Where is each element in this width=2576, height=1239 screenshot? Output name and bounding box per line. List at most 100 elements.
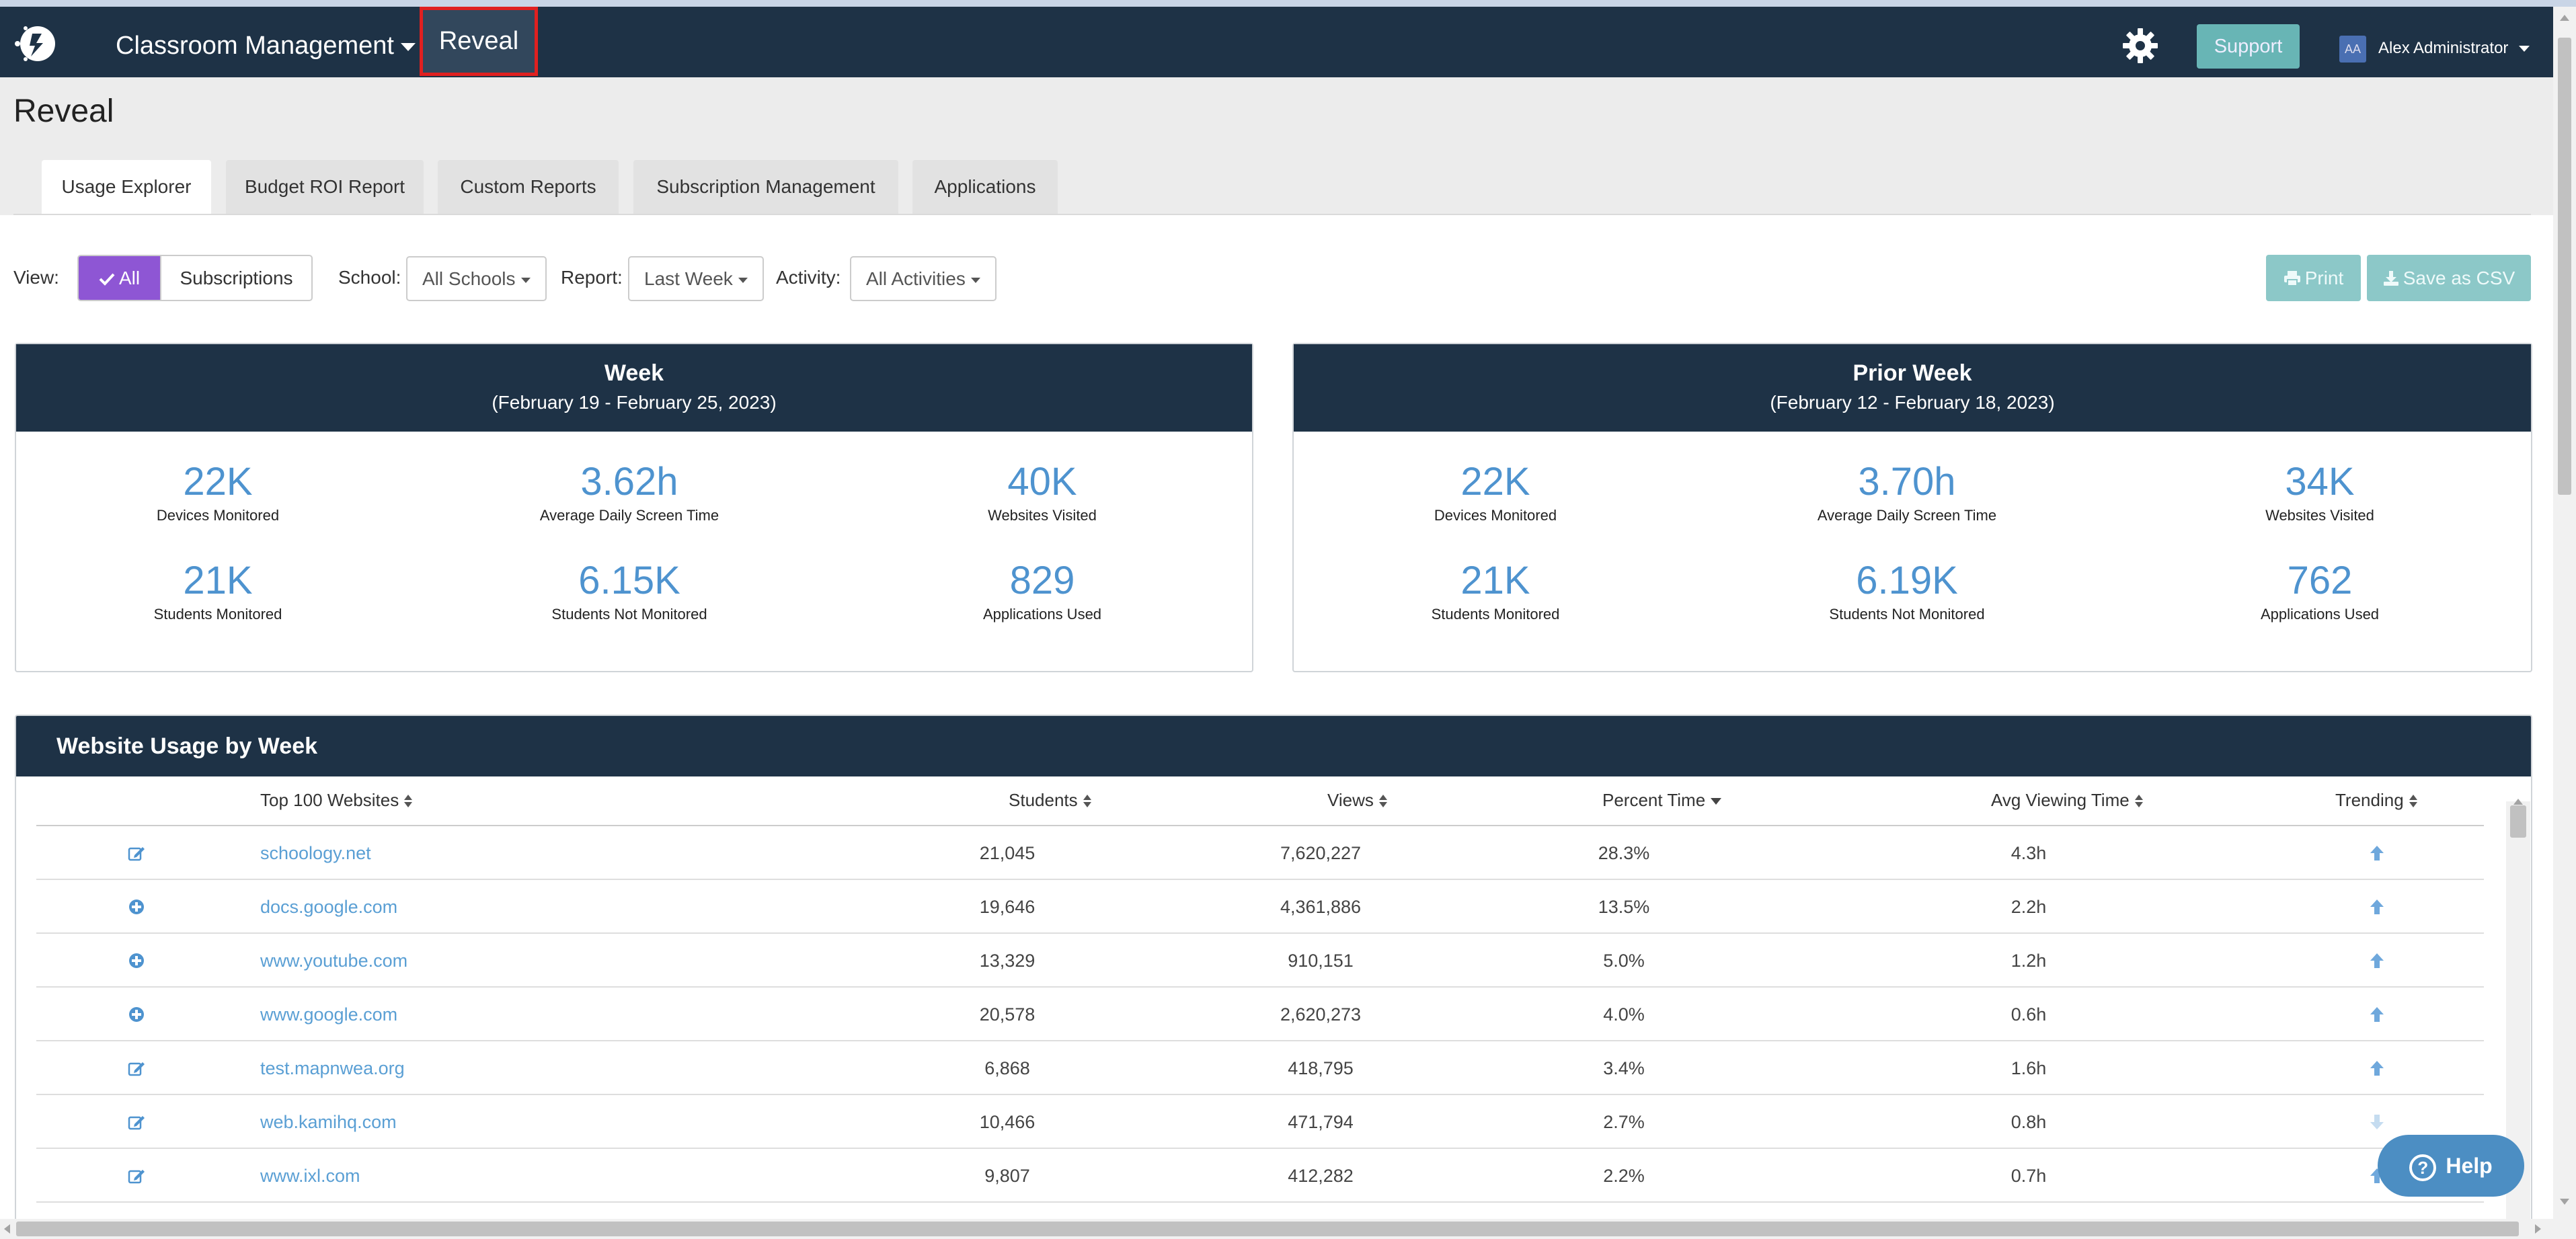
table-row: www.ixl.com 9,807 412,282 2.2% 0.7h [36, 1149, 2484, 1203]
print-label: Print [2304, 268, 2344, 288]
stat-label: Websites Visited [988, 507, 1097, 524]
stat-label: Applications Used [2260, 606, 2380, 623]
cell-avg: 0.6h [2011, 1004, 2047, 1025]
table-row: www.youtube.com 13,329 910,151 5.0% 1.2h [36, 934, 2484, 988]
website-usage-panel: Website Usage by Week [15, 715, 2532, 1226]
stat-students-not-monitored: 6.19K Students Not Monitored [1705, 557, 2109, 625]
column-header-percent-time[interactable]: Percent Time [1602, 787, 1722, 813]
plus-circle-icon[interactable] [127, 951, 146, 970]
week-panel-header: Week (February 19 - February 25, 2023) [16, 344, 1252, 432]
user-menu[interactable]: Alex Administrator [2378, 36, 2530, 61]
school-label: School: [338, 267, 401, 288]
gear-icon[interactable] [2121, 27, 2159, 65]
scrollbar-thumb[interactable] [16, 1222, 2519, 1236]
column-header-avg-viewing-time[interactable]: Avg Viewing Time [1991, 787, 2143, 813]
website-link[interactable]: www.google.com [260, 1004, 398, 1025]
scroll-down-icon[interactable] [2560, 1199, 2569, 1205]
stat-value: 3.70h [1858, 460, 1956, 504]
cell-percent: 28.3% [1598, 843, 1650, 863]
tab-custom-reports[interactable]: Custom Reports [438, 160, 619, 214]
stat-label: Students Monitored [153, 606, 282, 623]
website-link[interactable]: test.mapnwea.org [260, 1058, 405, 1078]
stat-label: Applications Used [982, 606, 1102, 623]
column-header-label: Trending [2335, 790, 2404, 810]
cell-views: 910,151 [1288, 951, 1354, 971]
stat-avg-screen-time: 3.62h Average Daily Screen Time [428, 458, 831, 526]
website-link[interactable]: schoology.net [260, 843, 371, 863]
column-header-trending[interactable]: Trending [2335, 787, 2417, 813]
tab-applications[interactable]: Applications [912, 160, 1058, 214]
cell-students: 6,868 [984, 1058, 1030, 1078]
column-header-views[interactable]: Views [1327, 787, 1387, 813]
plus-circle-icon[interactable] [127, 897, 146, 916]
edit-icon[interactable] [127, 1113, 146, 1131]
plus-circle-icon[interactable] [127, 1005, 146, 1024]
stat-value: 762 [2287, 559, 2353, 602]
scroll-right-icon[interactable] [2535, 1224, 2541, 1234]
website-link[interactable]: www.youtube.com [260, 951, 408, 971]
stat-value: 6.19K [1856, 559, 1958, 602]
cell-percent: 3.4% [1603, 1058, 1645, 1078]
caret-down-icon [738, 277, 748, 283]
cell-students: 19,646 [979, 897, 1036, 917]
cell-views: 471,794 [1288, 1112, 1354, 1132]
trend-up-icon [2368, 844, 2386, 863]
stat-value: 3.62h [580, 460, 678, 504]
activity-dropdown[interactable]: All Activities [850, 256, 997, 301]
stat-label: Average Daily Screen Time [1817, 507, 1997, 524]
prior-week-panel-title: Prior Week [1852, 360, 1972, 386]
cell-students: 10,466 [979, 1112, 1036, 1132]
scroll-left-icon[interactable] [4, 1224, 10, 1234]
view-subscriptions-button[interactable]: Subscriptions [160, 256, 311, 300]
school-dropdown[interactable]: All Schools [406, 256, 547, 301]
trend-up-icon [2368, 1059, 2386, 1078]
website-link[interactable]: www.ixl.com [260, 1166, 360, 1186]
user-name: Alex Administrator [2378, 39, 2509, 57]
stat-websites-visited: 40K Websites Visited [841, 458, 1244, 526]
scrollbar-thumb[interactable] [2510, 805, 2526, 838]
page-title: Reveal [13, 93, 114, 129]
save-csv-button[interactable]: Save as CSV [2367, 255, 2531, 301]
cell-avg: 1.2h [2011, 951, 2047, 971]
stat-value: 22K [1460, 460, 1530, 504]
tab-usage-explorer[interactable]: Usage Explorer [42, 160, 211, 215]
column-header-websites[interactable]: Top 100 Websites [260, 787, 413, 813]
caret-down-icon [520, 277, 531, 283]
sort-icon [1378, 795, 1387, 808]
tab-budget-roi-report[interactable]: Budget ROI Report [226, 160, 424, 214]
report-dropdown[interactable]: Last Week [628, 256, 764, 301]
stat-label: Students Not Monitored [551, 606, 707, 623]
trend-up-icon [2368, 951, 2386, 970]
stat-value: 21K [183, 559, 253, 602]
page-horizontal-scrollbar[interactable] [0, 1219, 2576, 1239]
website-link[interactable]: web.kamihq.com [260, 1112, 397, 1132]
app-logo-icon[interactable] [12, 20, 59, 67]
help-button[interactable]: ? Help [2378, 1135, 2524, 1197]
scroll-up-icon[interactable] [2560, 15, 2569, 21]
print-button[interactable]: Print [2266, 255, 2361, 301]
page-vertical-scrollbar[interactable] [2553, 7, 2576, 1224]
avatar[interactable]: AA [2339, 36, 2366, 63]
stat-label: Students Not Monitored [1829, 606, 1985, 623]
support-button[interactable]: Support [2197, 24, 2300, 69]
stat-students-monitored: 21K Students Monitored [16, 557, 420, 625]
classroom-management-menu[interactable]: Classroom Management [116, 27, 416, 65]
edit-icon[interactable] [127, 1059, 146, 1078]
activity-value: All Activities [866, 268, 966, 289]
view-all-button[interactable]: All [79, 256, 160, 300]
scroll-up-icon[interactable] [2513, 799, 2523, 805]
nav-item-reveal[interactable]: Reveal [420, 7, 538, 76]
cell-percent: 4.0% [1603, 1004, 1645, 1025]
column-header-students[interactable]: Students [1009, 787, 1091, 813]
edit-icon[interactable] [127, 844, 146, 863]
tab-subscription-management[interactable]: Subscription Management [633, 160, 898, 214]
scrollbar-thumb[interactable] [2558, 38, 2571, 495]
question-icon: ? [2409, 1154, 2437, 1181]
stat-devices-monitored: 22K Devices Monitored [1294, 458, 1697, 526]
cell-views: 418,795 [1288, 1058, 1354, 1078]
edit-icon[interactable] [127, 1166, 146, 1185]
website-link[interactable]: docs.google.com [260, 897, 398, 917]
sort-desc-icon [1711, 798, 1722, 805]
cell-views: 412,282 [1288, 1166, 1354, 1186]
stat-websites-visited: 34K Websites Visited [2118, 458, 2522, 526]
